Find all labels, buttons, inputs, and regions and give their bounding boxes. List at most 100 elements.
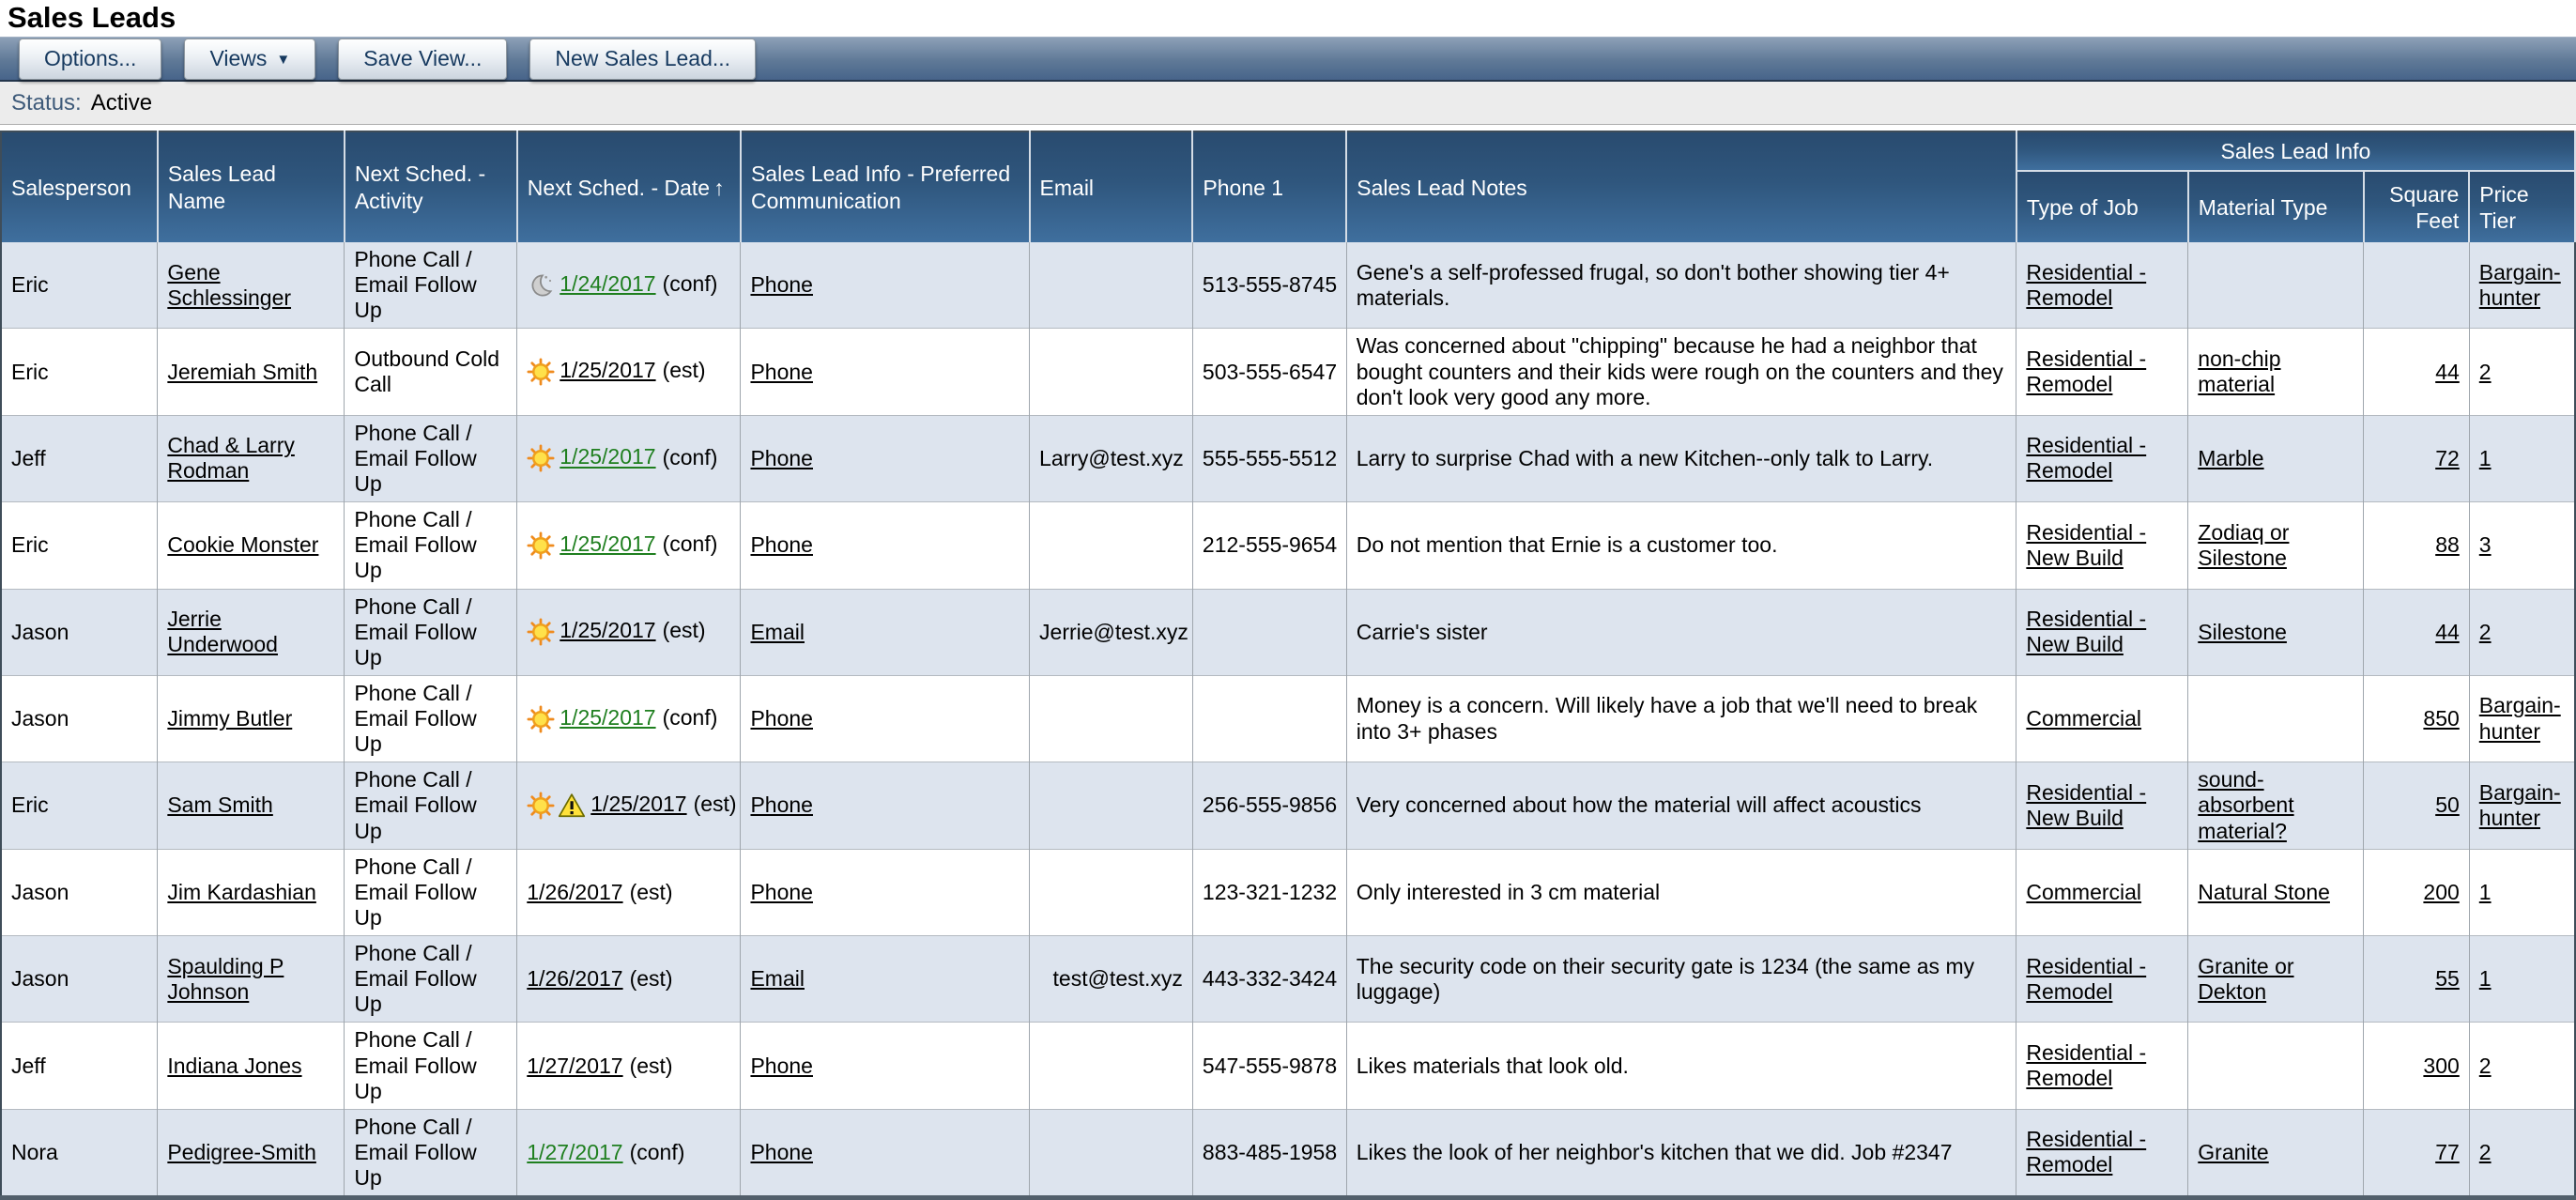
preferred-communication-link[interactable]: Phone (750, 706, 813, 731)
options-button[interactable]: Options... (19, 38, 162, 80)
date-link[interactable]: 1/25/2017 (560, 358, 656, 383)
square-feet-link[interactable]: 300 (2423, 1053, 2460, 1078)
preferred-communication-link[interactable]: Phone (750, 879, 813, 904)
preferred-communication-link[interactable]: Phone (750, 445, 813, 470)
square-feet-link[interactable]: 200 (2423, 879, 2460, 904)
square-feet-link[interactable]: 50 (2435, 792, 2460, 818)
date-link[interactable]: 1/25/2017 (590, 792, 687, 817)
type-of-job-link[interactable]: Residential - New Build (2026, 779, 2147, 830)
lead-name-link[interactable]: Gene Schlessinger (167, 259, 292, 310)
date-link[interactable]: 1/24/2017 (560, 270, 656, 296)
material-type-link[interactable]: Marble (2198, 445, 2264, 470)
column-header-square-feet[interactable]: Square Feet (2363, 171, 2471, 243)
square-feet-link[interactable]: 72 (2435, 445, 2460, 470)
material-type-link[interactable]: Zodiaq or Silestone (2198, 519, 2290, 570)
preferred-communication-link[interactable]: Phone (750, 359, 813, 384)
square-feet-link[interactable]: 44 (2435, 619, 2460, 644)
preferred-communication-link[interactable]: Email (750, 619, 805, 644)
lead-name-link[interactable]: Indiana Jones (167, 1053, 302, 1078)
lead-name-link[interactable]: Chad & Larry Rodman (167, 433, 295, 484)
square-feet-link[interactable]: 77 (2435, 1139, 2460, 1164)
phone-cell: 443-332-3424 (1192, 935, 1347, 1023)
date-status-text: (est) (629, 966, 673, 992)
email-cell (1029, 674, 1193, 762)
preferred-communication-link[interactable]: Phone (750, 792, 813, 818)
type-of-job-link[interactable]: Residential - Remodel (2026, 1039, 2147, 1091)
type-of-job-link[interactable]: Residential - New Build (2026, 519, 2147, 570)
type-of-job-link[interactable]: Residential - Remodel (2026, 953, 2147, 1004)
date-link[interactable]: 1/27/2017 (527, 1053, 623, 1078)
square-feet-cell (2363, 242, 2470, 329)
date-link[interactable]: 1/26/2017 (527, 879, 623, 904)
price-tier-link[interactable]: Bargain-hunter (2478, 259, 2561, 310)
views-button[interactable]: Views ▼ (184, 38, 316, 80)
column-header-date[interactable]: Next Sched. - Date ↑ (516, 131, 742, 243)
material-type-link[interactable]: Granite (2198, 1139, 2269, 1164)
new-sales-lead-button[interactable]: New Sales Lead... (529, 38, 757, 80)
price-tier-link[interactable]: 2 (2478, 359, 2492, 384)
preferred-communication-link[interactable]: Phone (750, 1053, 813, 1078)
type-of-job-link[interactable]: Commercial (2026, 706, 2142, 731)
lead-name-link[interactable]: Cookie Monster (167, 532, 319, 558)
salesperson-text: Eric (11, 792, 49, 818)
column-header-notes[interactable]: Sales Lead Notes (1346, 131, 2017, 243)
price-tier-link[interactable]: Bargain-hunter (2478, 779, 2561, 830)
type-of-job-cell: Residential - Remodel (2016, 935, 2189, 1023)
column-header-salesperson[interactable]: Salesperson (1, 131, 159, 243)
type-of-job-link[interactable]: Residential - Remodel (2026, 433, 2147, 484)
column-header-preferred-communication[interactable]: Sales Lead Info - Preferred Communicatio… (740, 131, 1031, 243)
lead-name-link[interactable]: Jim Kardashian (167, 879, 316, 904)
price-tier-link[interactable]: 1 (2478, 879, 2492, 904)
square-feet-link[interactable]: 88 (2435, 532, 2460, 558)
lead-name-link[interactable]: Jeremiah Smith (167, 359, 318, 384)
type-of-job-link[interactable]: Residential - New Build (2026, 607, 2147, 657)
date-link[interactable]: 1/26/2017 (527, 966, 623, 992)
column-header-material-type[interactable]: Material Type (2187, 171, 2365, 243)
square-feet-link[interactable]: 850 (2423, 706, 2460, 731)
material-type-link[interactable]: Silestone (2198, 619, 2287, 644)
type-of-job-link[interactable]: Residential - Remodel (2026, 259, 2147, 310)
preferred-communication-link[interactable]: Phone (750, 532, 813, 558)
column-header-lead-name[interactable]: Sales Lead Name (157, 131, 345, 243)
column-header-price-tier[interactable]: Price Tier (2469, 171, 2576, 243)
type-of-job-link[interactable]: Residential - Remodel (2026, 346, 2147, 397)
date-link[interactable]: 1/25/2017 (560, 531, 656, 556)
material-type-link[interactable]: Natural Stone (2198, 879, 2330, 904)
price-tier-link[interactable]: 2 (2478, 619, 2492, 644)
price-tier-link[interactable]: Bargain-hunter (2478, 693, 2561, 744)
preferred-communication-cell: Phone (740, 848, 1031, 936)
salesperson-text: Nora (11, 1139, 58, 1164)
material-type-link[interactable]: non-chip material (2198, 346, 2281, 397)
price-tier-link[interactable]: 2 (2478, 1053, 2492, 1078)
lead-name-link[interactable]: Jimmy Butler (167, 706, 293, 731)
date-link[interactable]: 1/27/2017 (527, 1139, 623, 1164)
price-tier-link[interactable]: 1 (2478, 445, 2492, 470)
preferred-communication-link[interactable]: Email (750, 966, 805, 992)
material-type-link[interactable]: Granite or Dekton (2198, 953, 2294, 1004)
type-of-job-link[interactable]: Residential - Remodel (2026, 1127, 2147, 1177)
lead-name-link[interactable]: Pedigree-Smith (167, 1139, 316, 1164)
preferred-communication-link[interactable]: Phone (750, 272, 813, 298)
date-link[interactable]: 1/25/2017 (560, 704, 656, 730)
price-tier-link[interactable]: 3 (2478, 532, 2492, 558)
price-tier-link[interactable]: 2 (2478, 1139, 2492, 1164)
square-feet-link[interactable]: 44 (2435, 359, 2460, 384)
lead-name-link[interactable]: Sam Smith (167, 792, 273, 818)
date-link[interactable]: 1/25/2017 (560, 444, 656, 469)
notes-text: Likes the look of her neighbor's kitchen… (1356, 1139, 1953, 1164)
type-of-job-link[interactable]: Commercial (2026, 879, 2142, 904)
salesperson-cell: Eric (1, 501, 159, 590)
preferred-communication-link[interactable]: Phone (750, 1139, 813, 1164)
save-view-button[interactable]: Save View... (338, 38, 508, 80)
date-link[interactable]: 1/25/2017 (560, 618, 656, 643)
activity-text: Phone Call / Email Follow Up (354, 247, 477, 323)
price-tier-link[interactable]: 1 (2478, 966, 2492, 992)
material-type-link[interactable]: sound-absorbent material? (2198, 767, 2294, 843)
lead-name-link[interactable]: Jerrie Underwood (167, 607, 278, 657)
column-header-activity[interactable]: Next Sched. - Activity (344, 131, 518, 243)
lead-name-link[interactable]: Spaulding P Johnson (167, 953, 284, 1004)
column-header-type-of-job[interactable]: Type of Job (2016, 171, 2189, 243)
column-header-email[interactable]: Email (1029, 131, 1194, 243)
column-header-phone[interactable]: Phone 1 (1192, 131, 1348, 243)
square-feet-link[interactable]: 55 (2435, 966, 2460, 992)
